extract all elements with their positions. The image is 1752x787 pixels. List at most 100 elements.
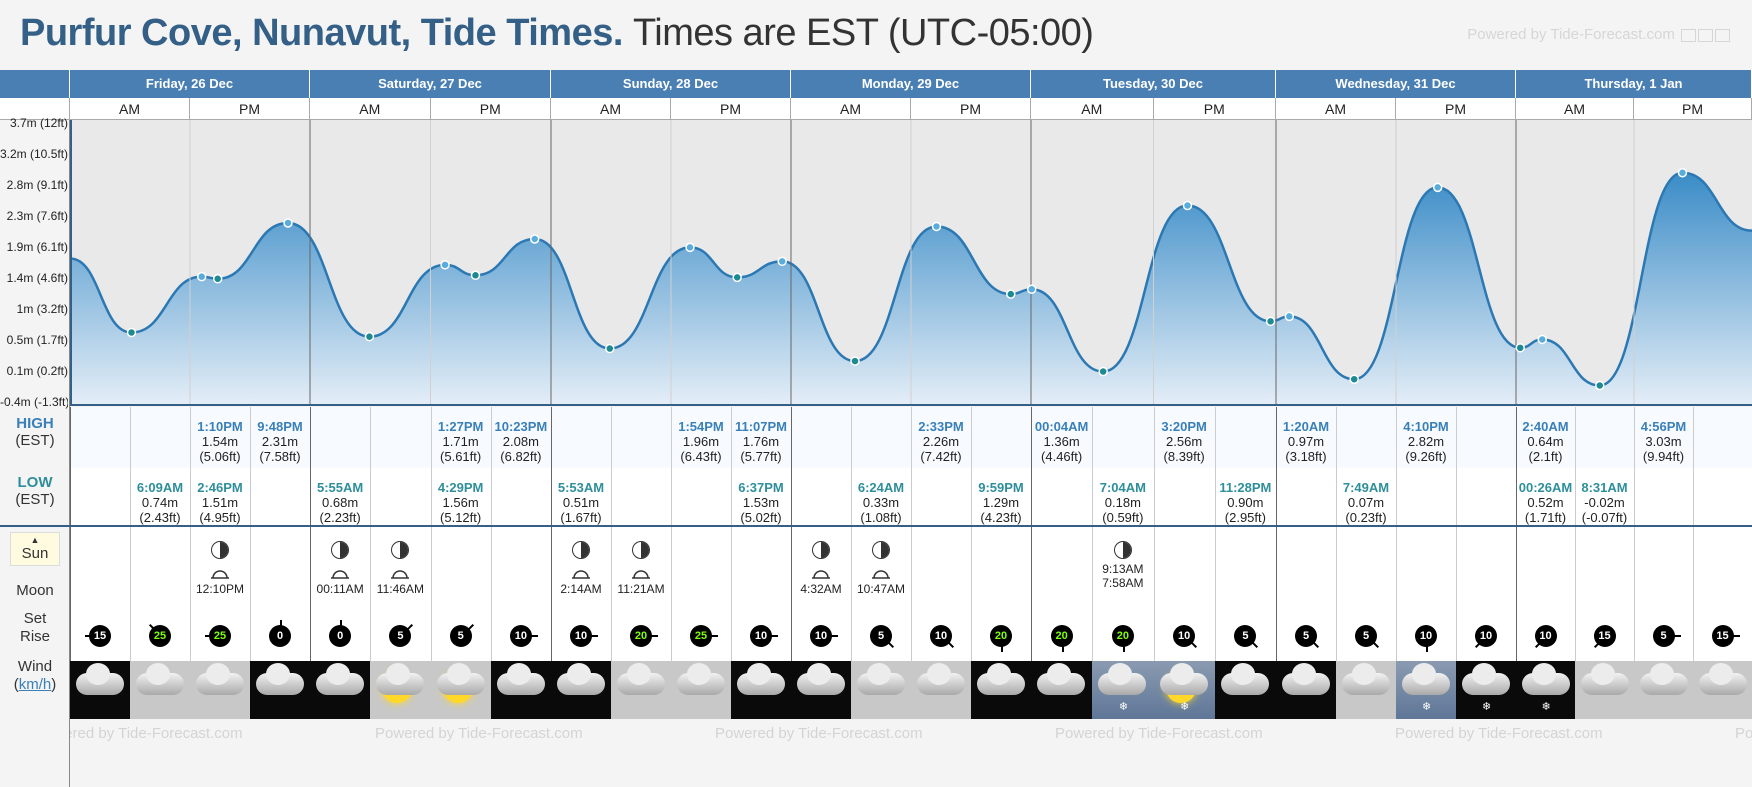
cell-divider [490,527,492,611]
cell-divider [971,527,972,611]
cell-divider [1031,611,1032,661]
ampm-label: PM [190,98,310,120]
wind-speed-badge: 10 [1173,625,1196,647]
high-tide-point [931,221,942,232]
low-tide-cell: 6:09AM 0.74m (2.43ft) [130,480,190,525]
cell-divider [1396,407,1397,468]
low-tide-point [470,270,481,281]
wind-cell: 20 [1092,611,1153,661]
wind-speed-badge: 0 [329,625,352,647]
high-tide-cell: 10:23PM 2.08m (6.82ft) [491,419,551,464]
badge-icon [1681,28,1696,42]
weather-icon [1575,661,1634,719]
cloud-icon [737,663,785,695]
cell-divider [551,527,552,611]
moon-phase-icon [872,541,890,559]
ampm-label: AM [310,98,431,120]
high-tide-cell: 1:54PM 1.96m (6.43ft) [671,419,731,464]
low-tide-cell: 4:29PM 1.56m (5.12ft) [431,480,491,525]
tide-height-ft: (4.46ft) [1041,449,1083,464]
wind-cell: 15 [70,611,130,661]
tide-time: 6:37PM [738,480,784,495]
cell-divider [310,407,311,468]
tide-height-m: 3.03m [1645,434,1682,449]
cell-divider [1516,468,1517,526]
high-tides-row: 1:10PM 1.54m (5.06ft) 9:48PM 2.31m (7.58ft) 1:… [70,407,1752,468]
wind-speed-badge: 5 [449,625,472,647]
cell-divider [1634,468,1635,526]
weather-icon [1276,661,1336,719]
wind-cell: 10 [491,611,551,661]
weather-icon [731,661,791,719]
weather-icon [370,661,431,719]
wind-speed-badge: 0 [269,625,291,647]
weather-icon: ❄ [1516,661,1575,719]
powered-by-top[interactable]: Powered by Tide-Forecast.com [1467,26,1730,43]
moonrise-arc-icon [632,570,650,579]
ampm-label: PM [911,98,1031,120]
wind-cell: 10 [1396,611,1456,661]
cloud-icon [857,663,905,695]
tide-time: 1:27PM [437,419,484,434]
tide-height-ft: (2.1ft) [1528,449,1563,464]
cell-divider [430,407,432,468]
wind-unit-link[interactable]: km/h [18,676,52,693]
moon-phase-shade [581,542,589,558]
moonrise-arc-icon [331,570,350,579]
weather-icon [1031,661,1093,719]
moon-cell: 11:21AM [611,541,671,596]
wind-speed-badge: 10 [570,625,592,647]
high-tide-point [1677,167,1688,178]
ampm-label: AM [1031,98,1154,120]
cell-divider [731,468,732,526]
high-tide-cell: 11:07PM 1.76m (5.77ft) [731,419,791,464]
moon-phase-icon [812,541,830,559]
high-tide-point [1537,334,1548,345]
cell-divider [250,468,251,526]
cell-divider [370,407,372,468]
high-tide-point [1284,311,1295,322]
moon-cell: 9:13AM 7:58AM [1092,541,1153,590]
moonrise-time: 2:14AM [560,582,602,596]
tide-time: 7:04AM [1099,480,1146,495]
cloud-icon [677,663,725,695]
tide-time: 9:48PM [257,419,303,434]
cell-divider [1575,468,1576,526]
wind-cell: 5 [1215,611,1276,661]
cell-divider [1693,407,1694,468]
powered-by-watermark: Powered by Tide-Forecast.com [375,725,583,742]
cloud-icon [436,663,485,695]
wind-cell: 20 [971,611,1031,661]
cloud-icon [1098,663,1147,695]
low-tide-point [1265,316,1276,327]
wind-cell: 10 [1456,611,1516,661]
wind-cell: 10 [731,611,791,661]
wind-label-text: Wind [17,658,53,675]
wind-cell: 20 [611,611,671,661]
moon-phase-shade [220,542,228,558]
tide-height-ft: (1.67ft) [560,510,602,525]
cell-divider [1336,407,1337,468]
cell-divider [971,468,972,526]
sun-toggle[interactable]: ▲ Sun [10,532,60,566]
ampm-label: PM [671,98,791,120]
cell-divider [551,407,552,468]
low-tide-cell: 6:37PM 1.53m (5.02ft) [731,480,791,525]
low-tide-cell: 8:31AM -0.02m (-0.07ft) [1575,480,1634,525]
cell-divider [1153,407,1155,468]
cell-divider [911,468,912,526]
wind-cell: 15 [1693,611,1752,661]
cell-divider [1396,611,1397,661]
tide-height-ft: (9.26ft) [1405,449,1447,464]
cell-divider [851,611,852,661]
cell-divider [190,407,191,468]
cell-divider [791,468,792,526]
high-tide-cell: 1:27PM 1.71m (5.61ft) [431,419,491,464]
tide-chart-svg [69,120,1752,406]
cell-divider [1153,527,1155,611]
wind-cell: 0 [310,611,370,661]
cell-divider [310,527,311,611]
moonrise-arc-icon [572,570,590,579]
snowflake-icon: ❄ [1422,701,1432,713]
moon-phase-shade [641,542,649,558]
